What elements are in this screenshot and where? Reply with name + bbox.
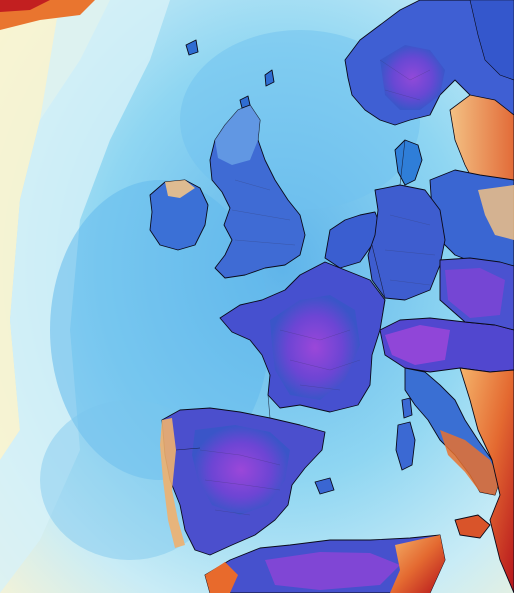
britain-cool-north — [215, 105, 260, 165]
finland-coast — [469, 0, 514, 81]
land-sardinia — [395, 421, 416, 471]
ireland-warm-edge — [165, 180, 195, 198]
africa-warm-east — [390, 535, 445, 593]
land-balkans — [459, 367, 514, 593]
country-border — [175, 447, 201, 451]
land-northern-isles — [239, 95, 251, 109]
country-border — [371, 244, 386, 331]
country-border — [439, 265, 466, 323]
region-border — [279, 329, 361, 391]
land-germany — [367, 184, 446, 301]
land-sicily — [454, 514, 491, 539]
scandinavia-cold-core — [380, 45, 445, 110]
land-corsica — [401, 397, 413, 419]
region-border — [379, 59, 431, 101]
africa-cold-core — [265, 552, 400, 590]
greenland-warm-edge — [0, 0, 50, 12]
france-cold-core — [270, 295, 360, 400]
ocean-cool-patch — [50, 180, 270, 480]
central-cold-core — [445, 268, 505, 318]
baltic-warm-patch — [478, 185, 514, 240]
country-border — [261, 261, 326, 301]
land-ireland — [149, 179, 209, 251]
land-denmark — [394, 139, 423, 186]
iberia-cold-core — [192, 425, 290, 515]
land-balearics — [314, 477, 335, 495]
alps-cold-core — [385, 325, 450, 365]
country-border — [267, 394, 271, 419]
ocean-warm-band-west — [0, 0, 110, 460]
region-border — [231, 179, 296, 246]
land-northern-isles — [264, 69, 275, 87]
italy-warm-south — [440, 430, 500, 495]
country-border — [384, 354, 406, 369]
africa-warm-west — [205, 562, 238, 593]
ocean-pale-band-west — [0, 0, 170, 593]
country-border — [399, 139, 406, 186]
portugal-warm-coast — [160, 418, 185, 548]
region-border — [384, 214, 436, 286]
region-border — [199, 449, 281, 516]
land-northern-isles — [185, 39, 199, 56]
